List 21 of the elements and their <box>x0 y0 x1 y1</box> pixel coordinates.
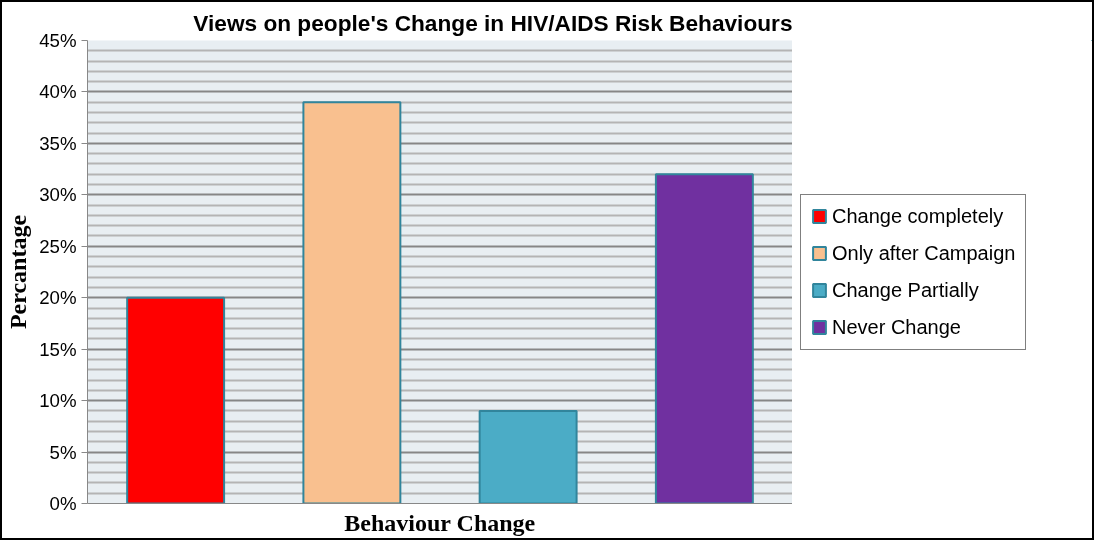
y-tick-label: 40% <box>39 81 77 103</box>
bar <box>654 173 754 504</box>
legend-label: Only after Campaign <box>832 241 1016 265</box>
bar <box>478 409 578 504</box>
y-axis-title: Percantage <box>5 214 32 330</box>
y-tick-label: 35% <box>39 132 77 154</box>
legend-label: Never Change <box>832 315 961 339</box>
legend-label: Change completely <box>832 204 1004 228</box>
y-tick-label: 45% <box>39 30 77 51</box>
y-tick-label: 15% <box>39 338 77 360</box>
bar <box>126 296 226 504</box>
y-tick-label: 0% <box>49 493 77 514</box>
legend-label: Change Partially <box>832 278 979 302</box>
y-tick-label: 5% <box>49 441 77 463</box>
bar <box>302 101 402 504</box>
y-tick-label: 30% <box>39 184 77 206</box>
chart-title: Views on people's Change in HIV/AIDS Risk Behaviours <box>193 9 793 36</box>
y-tick-label: 20% <box>39 287 77 309</box>
y-tick-label: 10% <box>39 390 77 412</box>
x-axis-title: Behaviour Change <box>344 509 536 536</box>
y-tick-label: 25% <box>39 235 77 257</box>
